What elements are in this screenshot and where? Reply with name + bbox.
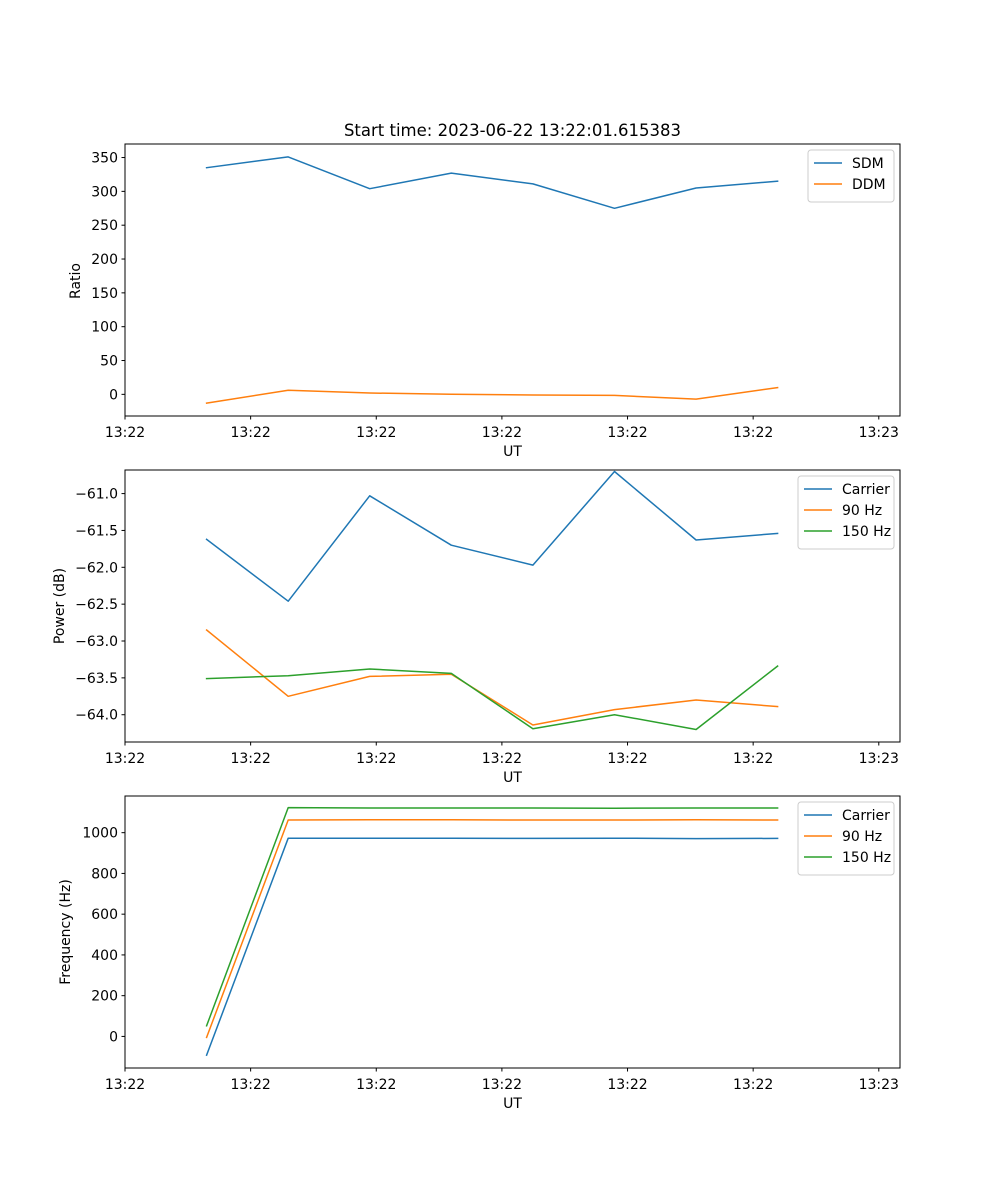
legend-label: Carrier — [842, 482, 890, 498]
y-axis-label: Ratio — [68, 263, 84, 299]
y-axis-label: Frequency (Hz) — [58, 879, 74, 985]
legend-label: 150 Hz — [842, 850, 891, 866]
legend-label: 150 Hz — [842, 524, 891, 540]
series-line-sdm — [205, 156, 779, 210]
ratio-panel: Start time: 2023-06-22 13:22:01.615383 R… — [68, 121, 901, 460]
x-tick-label: 13:22 — [230, 751, 270, 767]
y-tick-label: 200 — [91, 989, 118, 1005]
x-tick-label: 13:22 — [607, 751, 647, 767]
y-tick-label: 150 — [91, 286, 118, 302]
y-tick-label: 1000 — [82, 826, 118, 842]
x-tick-label: 13:22 — [482, 425, 522, 441]
series-line-ddm — [205, 386, 779, 404]
x-tick-label: 13:23 — [859, 751, 899, 767]
legend: SDM DDM — [807, 149, 895, 203]
y-tick-label: 0 — [109, 1029, 118, 1045]
legend: Carrier 90 Hz 150 Hz — [797, 475, 895, 550]
x-axis-label: UT — [503, 770, 522, 786]
y-tick-label: 350 — [91, 151, 118, 167]
chart-title: Start time: 2023-06-22 13:22:01.615383 — [344, 121, 681, 140]
series-line-carrier — [205, 837, 779, 1057]
y-tick-label: 200 — [91, 252, 118, 268]
x-tick-label: 13:22 — [356, 751, 396, 767]
series-line-150-hz — [205, 806, 779, 1027]
y-tick-label: 800 — [91, 866, 118, 882]
y-tick-label: 400 — [91, 948, 118, 964]
legend: Carrier 90 Hz 150 Hz — [797, 801, 895, 876]
y-tick-label: −61.5 — [75, 523, 118, 539]
x-tick-label: 13:22 — [607, 425, 647, 441]
y-tick-label: 600 — [91, 907, 118, 923]
y-tick-label: −63.0 — [75, 634, 118, 650]
y-tick-label: −61.0 — [75, 487, 118, 503]
series-line-90-hz — [205, 819, 779, 1039]
legend-label: DDM — [852, 177, 886, 193]
legend-label: SDM — [852, 156, 884, 172]
x-tick-label: 13:22 — [105, 751, 145, 767]
x-tick-label: 13:22 — [733, 751, 773, 767]
x-tick-label: 13:22 — [607, 1077, 647, 1093]
series-line-carrier — [205, 470, 779, 602]
series-line-150-hz — [205, 665, 779, 731]
legend-label: Carrier — [842, 808, 890, 824]
x-tick-label: 13:23 — [859, 1077, 899, 1093]
legend-label: 90 Hz — [842, 503, 882, 519]
y-tick-label: −64.0 — [75, 708, 118, 724]
plot-frame — [124, 143, 901, 417]
x-tick-label: 13:22 — [482, 751, 522, 767]
x-tick-label: 13:22 — [230, 1077, 270, 1093]
x-tick-label: 13:22 — [105, 1077, 145, 1093]
y-tick-label: 100 — [91, 320, 118, 336]
plot-frame — [124, 795, 901, 1069]
y-tick-label: −62.5 — [75, 597, 118, 613]
x-axis-label: UT — [503, 444, 522, 460]
x-axis-label: UT — [503, 1096, 522, 1112]
x-tick-label: 13:22 — [733, 425, 773, 441]
x-tick-label: 13:22 — [230, 425, 270, 441]
y-tick-label: 250 — [91, 218, 118, 234]
plot-frame — [124, 469, 901, 743]
y-tick-label: −62.0 — [75, 560, 118, 576]
x-tick-label: 13:23 — [859, 425, 899, 441]
x-tick-label: 13:22 — [482, 1077, 522, 1093]
y-axis-label: Power (dB) — [52, 568, 68, 644]
x-tick-label: 13:22 — [105, 425, 145, 441]
x-tick-label: 13:22 — [733, 1077, 773, 1093]
y-tick-label: 50 — [100, 354, 118, 370]
power-panel: Power (dB) UT 13:22 13:22 13:22 13:22 13:22 1… — [52, 469, 901, 786]
x-tick-label: 13:22 — [356, 425, 396, 441]
y-tick-label: 300 — [91, 184, 118, 200]
frequency-panel: Frequency (Hz) UT 13:22 13:22 13:22 13:22 13… — [58, 795, 901, 1112]
legend-label: 90 Hz — [842, 829, 882, 845]
x-tick-label: 13:22 — [356, 1077, 396, 1093]
y-tick-label: −63.5 — [75, 671, 118, 687]
y-tick-label: 0 — [109, 387, 118, 403]
series-line-90-hz — [205, 628, 779, 726]
